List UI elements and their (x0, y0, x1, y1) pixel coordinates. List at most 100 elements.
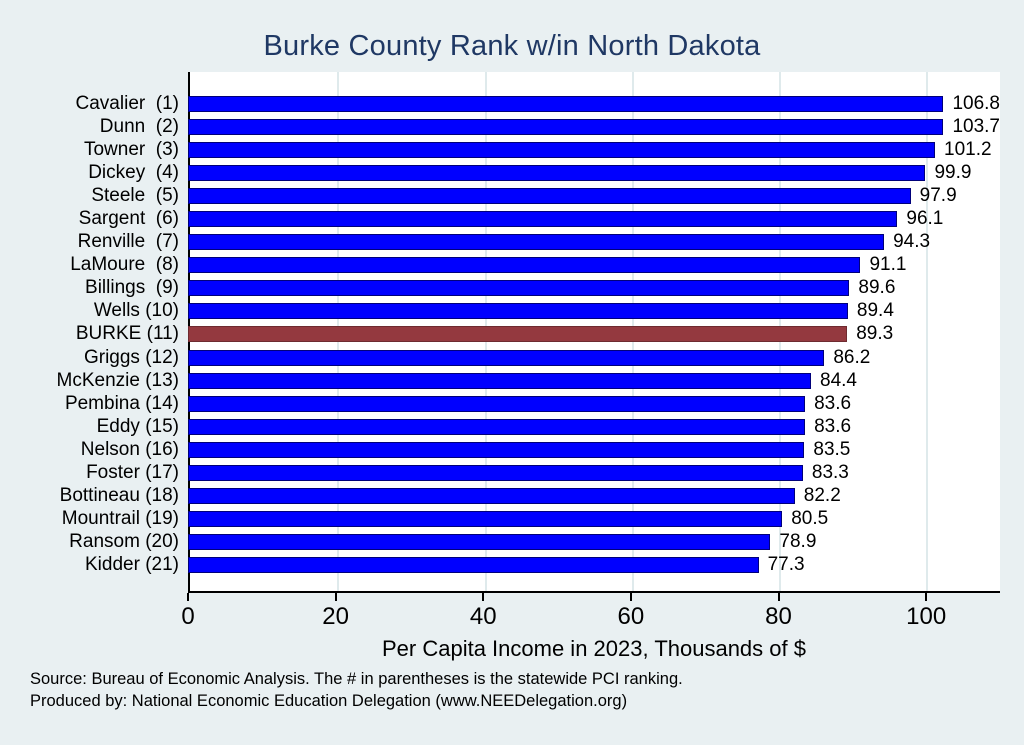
county-label: LaMoure (8) (70, 254, 179, 276)
county-label: Cavalier (1) (75, 92, 179, 114)
value-label: 89.4 (856, 300, 894, 322)
county-label: BURKE (11) (75, 323, 179, 345)
county-label: McKenzie (13) (56, 369, 180, 391)
county-label: Dickey (4) (88, 161, 179, 183)
county-label: Dunn (2) (99, 115, 179, 137)
bar-row: Nelson (16) 83.5 (81, 438, 1000, 461)
bar-row: Cavalier (1) 106.8 (76, 92, 1000, 115)
tick-mark (925, 593, 928, 601)
bar (188, 372, 812, 389)
value-label: 91.1 (869, 254, 907, 276)
county-label: Pembina (14) (64, 392, 179, 414)
value-label: 78.9 (779, 531, 817, 553)
value-label: 96.1 (906, 208, 944, 230)
bar (188, 141, 936, 158)
county-label: Mountrail (19) (61, 508, 179, 530)
bar-row: Billings (9) 89.6 (85, 277, 1000, 300)
bar-row: Wells (10) 89.4 (94, 300, 1000, 323)
bar-row: Griggs (12) 86.2 (84, 346, 1000, 369)
tick-label: 40 (469, 603, 497, 630)
value-label: 84.4 (820, 369, 857, 391)
tick-mark (482, 593, 485, 601)
county-label: Bottineau (18) (59, 485, 179, 507)
bar (188, 465, 803, 482)
source-note: Source: Bureau of Economic Analysis. The… (30, 670, 683, 688)
value-label: 97.9 (919, 184, 957, 206)
bar-row: Mountrail (19) 80.5 (62, 508, 1000, 531)
county-label: Griggs (12) (83, 346, 179, 368)
value-label: 89.3 (856, 323, 894, 345)
x-axis-title: Per Capita Income in 2023, Thousands of … (382, 636, 806, 661)
bar-row: BURKE (11) 89.3 (76, 323, 1000, 346)
tick-mark (777, 593, 780, 601)
bar (188, 418, 806, 435)
tick-label: 100 (906, 603, 947, 630)
tick-mark (629, 593, 632, 601)
bar (188, 118, 944, 135)
bar (188, 395, 806, 412)
bar (188, 187, 911, 204)
bar-row: Bottineau (18) 82.2 (60, 485, 1000, 508)
bar (188, 164, 926, 181)
bar (188, 349, 825, 366)
value-label: 82.2 (803, 485, 841, 507)
bar (188, 234, 885, 251)
tick-label: 20 (322, 603, 349, 630)
value-label: 86.2 (833, 346, 871, 368)
bar (188, 441, 805, 458)
bar-row: Pembina (14) 83.6 (65, 392, 1000, 415)
bar-row: Kidder (21) 77.3 (85, 554, 1000, 577)
county-label: Kidder (21) (85, 554, 179, 576)
value-label: 101.2 (944, 138, 992, 160)
county-label: Foster (17) (86, 462, 179, 484)
bar-row: Foster (17) 83.3 (86, 462, 1000, 485)
county-label: Nelson (16) (80, 438, 179, 460)
value-label: 83.3 (811, 462, 849, 484)
county-label: Ransom (20) (69, 531, 179, 553)
value-label: 89.6 (858, 277, 896, 299)
bar (188, 534, 771, 551)
bar-row: Renville (7) 94.3 (78, 231, 1000, 254)
value-label: 94.3 (893, 231, 931, 253)
bar (188, 511, 783, 528)
county-label: Renville (7) (77, 231, 179, 253)
county-label: Wells (10) (93, 300, 179, 322)
value-label: 106.8 (952, 92, 1000, 114)
x-axis-ticks: 0 20 40 60 80 100 (181, 593, 1000, 643)
value-label: 99.9 (934, 161, 972, 183)
bar-row: McKenzie (13) 84.4 (57, 369, 1000, 392)
value-label: 83.6 (814, 392, 852, 414)
bar (188, 257, 861, 274)
bar (188, 488, 795, 505)
tick-label: 60 (617, 603, 645, 630)
county-label: Sargent (6) (78, 208, 179, 230)
value-label: 103.7 (952, 115, 1000, 137)
bar (188, 95, 944, 112)
county-label: Towner (3) (83, 138, 179, 160)
bar-row: Dunn (2) 103.7 (100, 115, 1000, 138)
value-label: 83.6 (814, 415, 852, 437)
bar (188, 557, 759, 574)
tick-mark (187, 593, 189, 601)
bar-row: Steele (5) 97.9 (91, 184, 1000, 207)
bar-row: LaMoure (8) 91.1 (70, 254, 1000, 277)
bar-row: Eddy (15) 83.6 (97, 415, 1000, 438)
value-label: 83.5 (813, 438, 851, 460)
bar-row: Towner (3) 101.2 (84, 138, 1000, 161)
producer-note: Produced by: National Economic Education… (30, 692, 628, 710)
tick-label: 0 (181, 603, 195, 630)
value-label: 80.5 (791, 508, 829, 530)
bar (188, 211, 898, 228)
chart-title: Burke County Rank w/in North Dakota (263, 30, 761, 62)
bar-row: Sargent (6) 96.1 (79, 207, 1000, 230)
bar-highlight (188, 326, 848, 343)
bar (188, 280, 850, 297)
tick-label: 80 (765, 603, 792, 630)
bars-container: Cavalier (1) 106.8 Dunn (2) 103.7 Towner (3)… (57, 72, 1001, 593)
county-label: Eddy (15) (96, 415, 179, 437)
grid-line (926, 72, 929, 591)
bar (188, 303, 848, 320)
value-label: 77.3 (767, 554, 805, 576)
bar-row: Ransom (20) 78.9 (69, 531, 1000, 554)
